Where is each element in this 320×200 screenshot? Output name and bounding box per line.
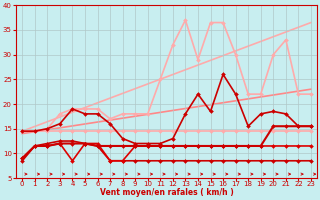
X-axis label: Vent moyen/en rafales ( km/h ): Vent moyen/en rafales ( km/h ) xyxy=(100,188,234,197)
